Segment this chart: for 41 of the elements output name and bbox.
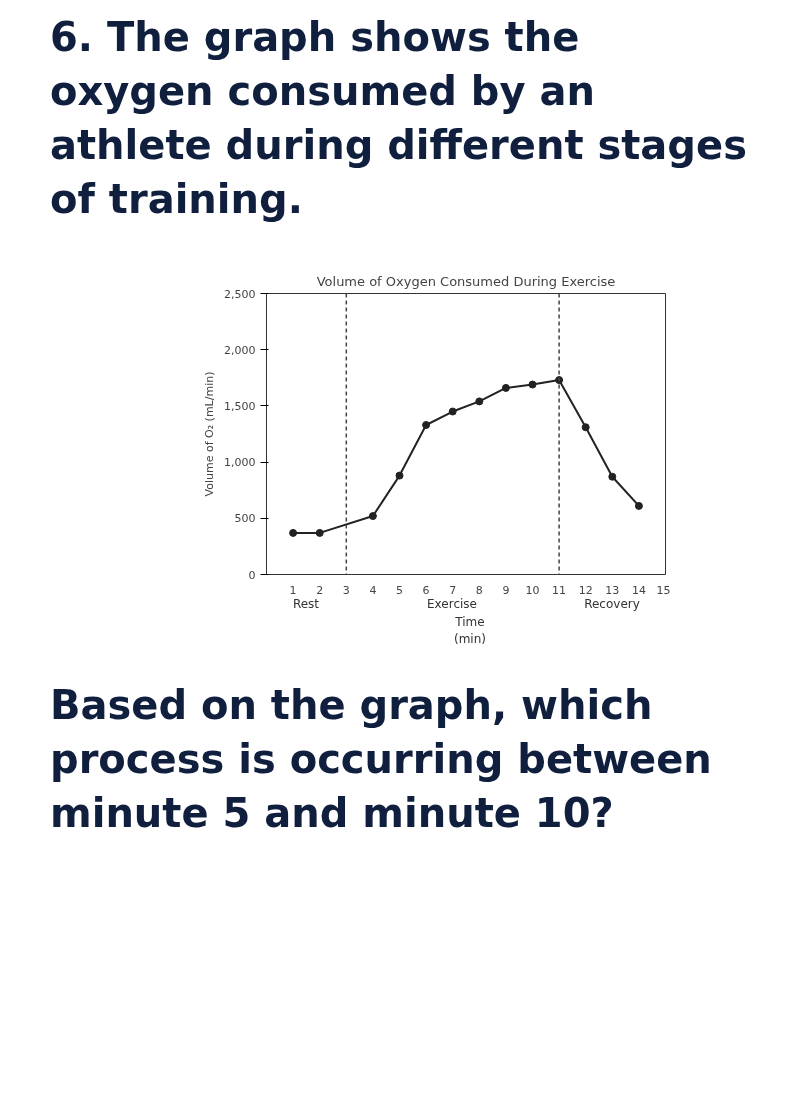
x-tick-label: 13 bbox=[605, 583, 620, 597]
x-tick-label: 12 bbox=[578, 583, 593, 597]
text: Exercise bbox=[427, 596, 477, 613]
y-axis-title: Volume of O₂ (mL/min) bbox=[203, 371, 217, 497]
y-tick-label: 2,500 bbox=[224, 287, 256, 301]
x-tick-label: 14 bbox=[631, 583, 646, 597]
point bbox=[368, 512, 377, 521]
chart-title: Volume of Oxygen Consumed During Exercise bbox=[316, 273, 616, 289]
y-tick-label: 500 bbox=[234, 512, 256, 526]
y-tick-label: 2,000 bbox=[224, 343, 256, 357]
x-tick-label: 9 bbox=[502, 583, 510, 597]
point bbox=[289, 528, 298, 537]
x-axis-title: Time (min) bbox=[454, 614, 486, 649]
point bbox=[448, 407, 457, 416]
point bbox=[608, 472, 617, 481]
x-tick-label: 5 bbox=[396, 583, 403, 597]
x-tick-label: 3 bbox=[342, 583, 350, 597]
point bbox=[395, 471, 404, 480]
y-tick-label: 1,500 bbox=[224, 399, 256, 413]
point bbox=[501, 383, 510, 392]
x-tick-label: 11 bbox=[552, 583, 567, 597]
y-tick-label: 1,000 bbox=[224, 456, 256, 470]
point bbox=[475, 397, 484, 406]
point bbox=[581, 423, 590, 432]
x-tick-label: 10 bbox=[525, 583, 540, 597]
x-tick-label: 15 bbox=[656, 583, 671, 597]
text: Based on the graph, which process is occurring between minute 5 and minute 10? bbox=[50, 681, 713, 839]
x-tick-label: 8 bbox=[475, 583, 483, 597]
x-tick-label: 4 bbox=[369, 583, 377, 597]
point bbox=[315, 528, 324, 537]
point bbox=[422, 421, 431, 429]
point bbox=[634, 501, 643, 510]
x-tick-label: 2 bbox=[316, 583, 324, 597]
y-tick-label: 0 bbox=[248, 568, 256, 582]
point bbox=[528, 380, 537, 389]
x-tick-label: 6 bbox=[422, 583, 430, 597]
text: Rest bbox=[292, 596, 320, 613]
text: Recovery bbox=[584, 596, 640, 613]
x-tick-label: 7 bbox=[449, 583, 457, 597]
x-tick-label: 1 bbox=[289, 583, 297, 597]
text: 6. The graph shows the oxygen consumed by an athlete during different stages of training. bbox=[50, 13, 748, 224]
